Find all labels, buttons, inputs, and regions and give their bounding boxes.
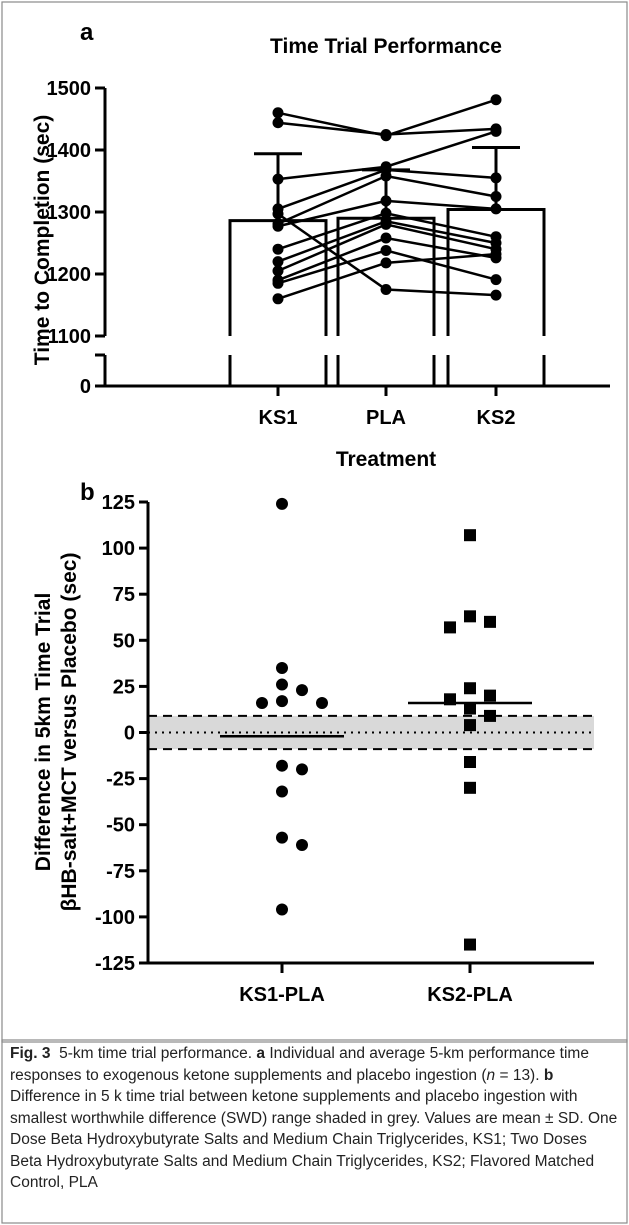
figure-caption: Fig. 3 5-km time trial performance. a In… [10, 1043, 620, 1194]
point-KS2-PLA [464, 756, 476, 769]
point-KS1-PLA [276, 661, 288, 674]
subject-point [380, 232, 392, 244]
y-tick-label: 100 [102, 538, 135, 560]
subject-point [272, 117, 284, 129]
y-axis-label-line1: Difference in 5km Time Trial [32, 593, 55, 872]
point-KS2-PLA [464, 781, 476, 794]
subject-point [380, 284, 392, 295]
y-tick-label: 125 [102, 492, 135, 514]
subject-point [380, 170, 392, 182]
y-tick-label: 1500 [47, 78, 92, 100]
subject-point [272, 107, 284, 119]
panel-b-letter: b [80, 479, 95, 506]
point-KS2-PLA [464, 702, 476, 715]
point-KS2-PLA [444, 621, 456, 634]
panel-b-difference-chart: b -125 -100 -75 -50 -25 0 25 50 75 100 125 Differenc… [0, 470, 629, 1040]
point-KS1-PLA [276, 831, 288, 844]
x-tick-label-PLA: PLA [366, 407, 406, 429]
y-tick-label: 0 [124, 723, 135, 745]
point-KS1-PLA [256, 696, 268, 709]
caption-text-b: Difference in 5 k time trial between ket… [10, 1088, 618, 1191]
x-tick-label-KS2: KS2 [477, 407, 516, 429]
y-tick-label: 25 [113, 676, 135, 698]
y-axis-label-line2: βHB-salt+MCT versus Placebo (sec) [58, 553, 81, 912]
subject-point [272, 173, 284, 185]
point-KS1-PLA [296, 684, 308, 697]
y-tick-label: 0 [80, 376, 91, 398]
subject-point [272, 277, 284, 289]
caption-fig-label: Fig. 3 [10, 1045, 51, 1062]
point-KS2-PLA [464, 610, 476, 623]
subject-point [380, 244, 392, 256]
y-tick-label: 50 [113, 630, 135, 652]
y-tick-label: -100 [95, 907, 135, 929]
subject-point [380, 195, 392, 207]
y-tick-label: 1400 [47, 140, 92, 162]
subject-point [272, 256, 284, 268]
y-tick-label: 1100 [48, 326, 91, 348]
point-KS2-PLA [464, 938, 476, 951]
point-KS1-PLA [276, 497, 288, 510]
subject-point [272, 220, 284, 232]
subject-point [490, 274, 502, 286]
subject-point [490, 94, 502, 106]
point-KS1-PLA [276, 759, 288, 772]
subject-point [380, 129, 392, 140]
point-KS1-PLA [276, 903, 288, 916]
subject-point [490, 125, 502, 137]
point-KS1-PLA [276, 695, 288, 708]
point-KS2-PLA [484, 689, 496, 702]
point-KS1-PLA [296, 838, 308, 851]
subject-point [490, 203, 502, 215]
y-tick-label: 1200 [47, 264, 92, 286]
chart-b-svg: b -125 -100 -75 -50 -25 0 25 50 75 100 125 Differenc… [32, 479, 594, 1006]
subject-point [490, 289, 502, 301]
y-tick-label: -75 [106, 861, 135, 883]
y-tick-label: 1300 [47, 202, 92, 224]
caption-n-variable: n [486, 1066, 496, 1084]
subject-point [272, 208, 284, 220]
panel-a-letter: a [80, 19, 94, 46]
x-tick-label-KS2-PLA: KS2-PLA [427, 984, 513, 1006]
subject-point [272, 243, 284, 255]
point-KS2-PLA [464, 682, 476, 695]
y-tick-label: -25 [106, 769, 135, 791]
subject-point [490, 172, 502, 184]
subject-point [272, 265, 284, 277]
y-tick-label: -50 [106, 815, 135, 837]
chart-a-svg: a Time Trial Performance 1100 1200 1300 1400 1… [31, 19, 610, 471]
point-KS2-PLA [484, 615, 496, 628]
y-tick-label: -125 [95, 953, 135, 975]
subject-point [380, 257, 392, 269]
point-KS1-PLA [276, 785, 288, 798]
x-tick-label-KS1-PLA: KS1-PLA [239, 984, 325, 1006]
caption-text-a: Individual and average 5-km performance … [10, 1045, 589, 1084]
subject-point [490, 248, 502, 260]
subject-point [272, 293, 284, 305]
caption-label-a: a [256, 1045, 265, 1062]
y-axis-label: Time to Completion (sec) [31, 115, 54, 365]
subject-point [380, 207, 392, 219]
point-KS1-PLA [296, 763, 308, 776]
subject-point [490, 191, 502, 202]
x-tick-label-KS1: KS1 [259, 407, 298, 429]
caption-label-b: b [543, 1066, 554, 1084]
x-axis-label: Treatment [336, 448, 436, 470]
y-tick-label: 75 [113, 584, 135, 606]
point-KS2-PLA [464, 529, 476, 542]
panel-a-time-trial-chart: a Time Trial Performance 1100 1200 1300 1400 1… [0, 0, 629, 471]
caption-title: 5-km time trial performance. [59, 1045, 253, 1062]
chart-a-title: Time Trial Performance [270, 35, 502, 58]
point-KS1-PLA [276, 678, 288, 691]
point-KS1-PLA [316, 696, 328, 709]
point-KS2-PLA [484, 709, 496, 722]
point-KS2-PLA [464, 719, 476, 732]
caption-n-value: = 13). [495, 1066, 544, 1084]
subject-point [380, 218, 392, 230]
